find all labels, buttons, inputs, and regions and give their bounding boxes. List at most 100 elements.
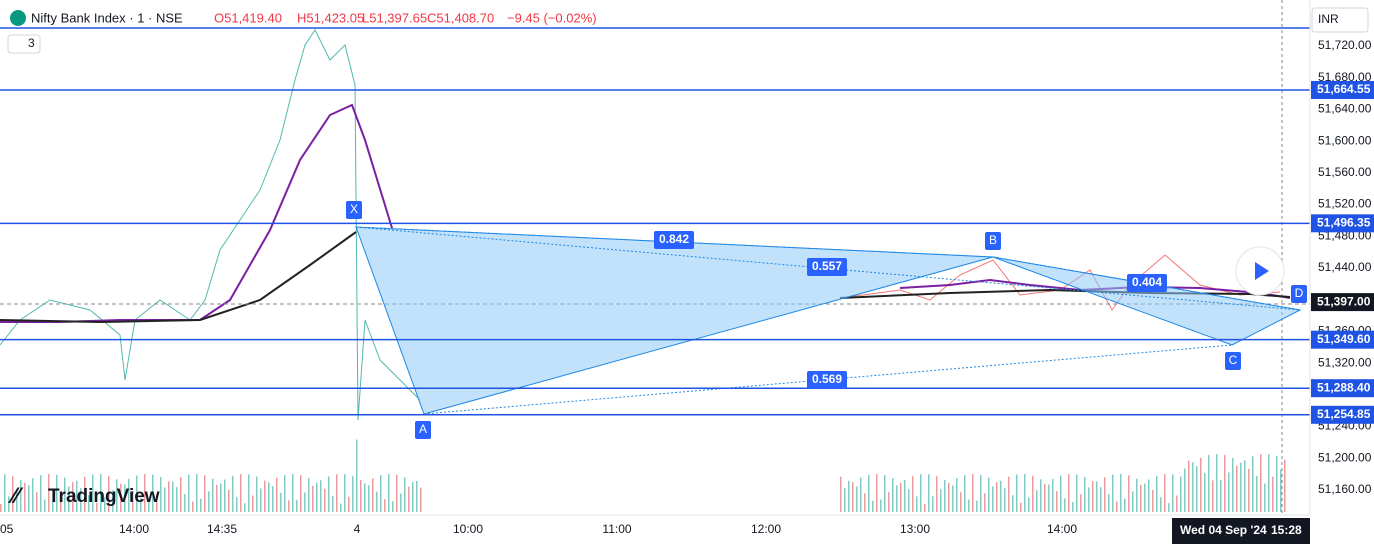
price-tick-label: 51,320.00: [1318, 355, 1372, 369]
volume-bar: [916, 496, 918, 512]
volume-bar: [296, 499, 298, 512]
volume-bar: [844, 488, 846, 512]
price-tick-label: 51,720.00: [1318, 38, 1372, 52]
volume-bar: [1208, 454, 1210, 512]
volume-bar: [404, 477, 406, 512]
currency: INR: [1318, 12, 1339, 26]
price-tick-label: 51,160.00: [1318, 482, 1372, 496]
currency-box[interactable]: [1311, 7, 1369, 33]
volume-bar: [1128, 475, 1130, 512]
volume-bar: [180, 477, 182, 512]
volume-bar: [72, 482, 74, 512]
volume-bar: [416, 481, 418, 512]
volume-bar: [1240, 462, 1242, 512]
volume-bar: [1120, 474, 1122, 512]
volume-bar: [348, 496, 350, 512]
volume-bar: [996, 482, 998, 512]
price-tick-label: 51,600.00: [1318, 133, 1372, 147]
indicators-toggle[interactable]: [7, 34, 41, 54]
symbol-icon: [10, 10, 26, 26]
volume-bar: [232, 475, 234, 512]
volume-bar: [936, 476, 938, 512]
volume-bar: [1132, 491, 1134, 512]
volume-bar: [1060, 475, 1062, 512]
volume-bar: [1136, 478, 1138, 512]
volume-bar: [48, 474, 50, 512]
volume-bar: [1104, 477, 1106, 512]
pattern-point-label: X: [350, 202, 358, 216]
volume-bar: [1016, 474, 1018, 512]
volume-bar: [324, 488, 326, 512]
volume-bar: [12, 476, 14, 512]
volume-bar: [224, 479, 226, 512]
last-price-tag: [1311, 293, 1374, 312]
volume-bar: [1252, 456, 1254, 512]
volume-bar: [372, 478, 374, 512]
volume-bar: [1284, 459, 1286, 512]
volume-bar: [140, 498, 142, 512]
volume-bar: [880, 499, 882, 512]
level-tag: [1311, 330, 1374, 349]
level-tag: [1311, 379, 1374, 398]
volume-bar: [1144, 483, 1146, 512]
volume-bar: [1156, 475, 1158, 512]
ratio-label: 0.842: [659, 232, 689, 246]
ratio-tag: [807, 371, 847, 389]
volume-bar: [1260, 454, 1262, 512]
volume-bar: [1256, 475, 1258, 512]
volume-bar: [36, 492, 38, 512]
time-tick-label: 11:00: [602, 522, 631, 536]
volume-bar: [1228, 472, 1230, 512]
volume-bar: [972, 474, 974, 512]
volume-bar: [248, 474, 250, 512]
volume-bar: [992, 486, 994, 512]
volume-bar: [396, 474, 398, 512]
volume-bar: [1044, 483, 1046, 512]
volume-bar: [40, 475, 42, 512]
volume-bar: [84, 476, 86, 512]
volume-bar: [220, 483, 222, 512]
volume-bar: [136, 475, 138, 512]
volume-bar: [988, 477, 990, 512]
volume-bar: [44, 499, 46, 512]
volume-bar: [16, 489, 18, 512]
volume-bar: [948, 482, 950, 512]
volume-bar: [400, 493, 402, 512]
price-tick-label: 51,640.00: [1318, 102, 1372, 116]
ratio-tag: [1127, 274, 1167, 292]
volume-bar: [1080, 494, 1082, 512]
volume-bar: [1280, 469, 1282, 512]
volume-bar: [152, 474, 154, 512]
volume-bar: [124, 484, 126, 512]
volume-bar: [392, 501, 394, 512]
fast-ma: [0, 103, 393, 323]
volume-bar: [144, 474, 146, 512]
price-tick-label: 51,440.00: [1318, 260, 1372, 274]
volume-bar: [1224, 455, 1226, 512]
volume-bar: [1112, 474, 1114, 512]
volume-bar: [1008, 476, 1010, 512]
volume-bar: [1244, 460, 1246, 512]
pattern-point-tag: [346, 201, 362, 219]
pattern-point-tag: [1291, 285, 1307, 303]
volume-bar: [256, 476, 258, 512]
volume-bar: [56, 474, 58, 512]
volume-bar: [196, 474, 198, 512]
volume-bar: [1196, 466, 1198, 512]
volume-bar: [1092, 481, 1094, 512]
volume-bar: [1268, 454, 1270, 512]
open: O51,419.40: [214, 10, 282, 25]
volume-bar: [1048, 484, 1050, 512]
time-tick-label: 10:00: [453, 522, 483, 536]
volume-bar: [148, 501, 150, 512]
volume-bar: [848, 480, 850, 512]
volume-bar: [1012, 495, 1014, 512]
volume-bar: [960, 492, 962, 512]
volume-bar: [284, 474, 286, 512]
volume-bar: [344, 474, 346, 512]
volume-bar: [336, 474, 338, 512]
time-tick-label: 13:00: [900, 522, 930, 536]
volume-bar: [64, 477, 66, 512]
volume-bar: [168, 481, 170, 512]
volume-bar: [244, 503, 246, 512]
